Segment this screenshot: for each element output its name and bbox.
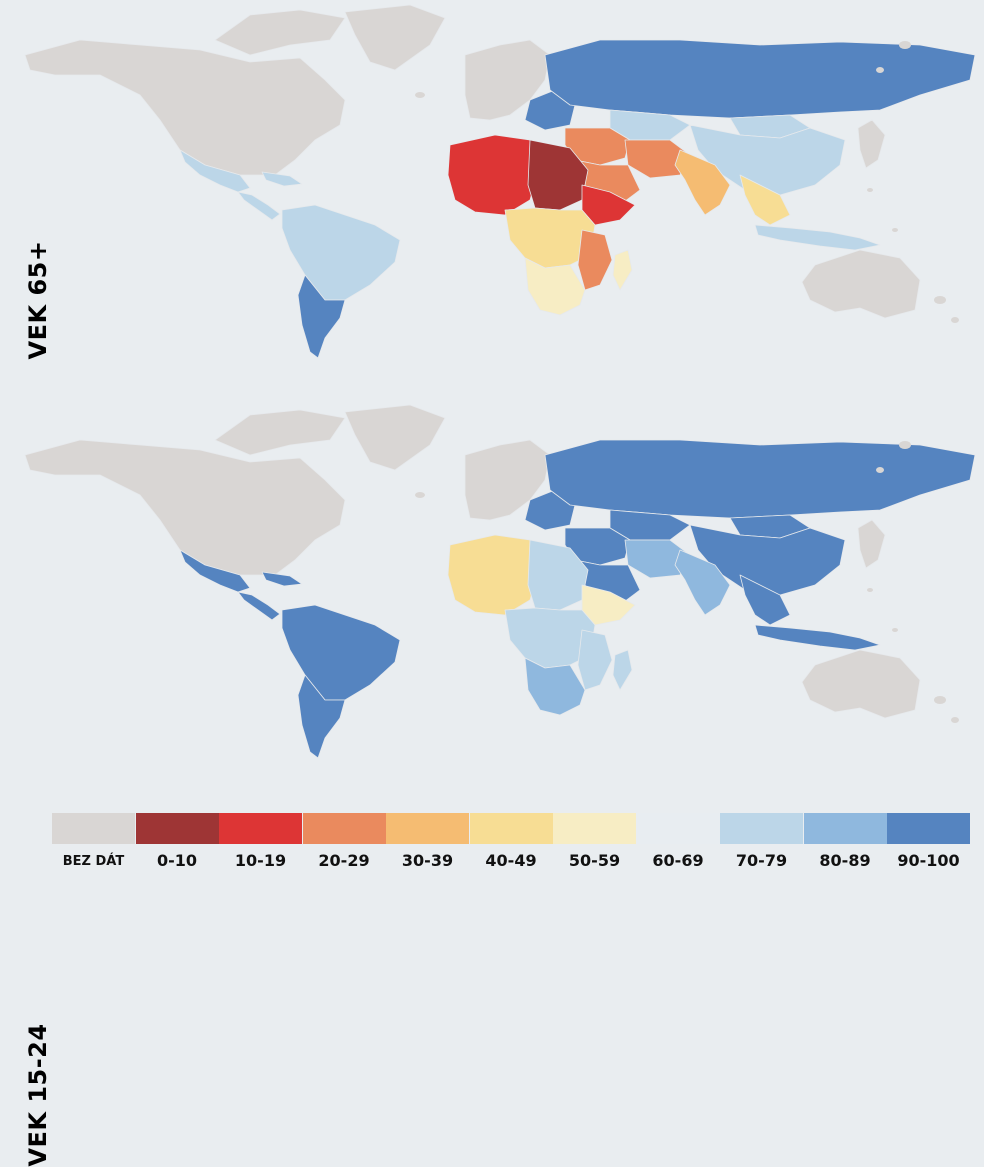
region-indonesia: [754, 624, 881, 651]
legend-item-8: 70-79: [720, 813, 803, 870]
region-sahara-east: [527, 139, 589, 211]
legend-item-2: 10-19: [219, 813, 302, 870]
region-greenland: [344, 404, 446, 471]
region-greenland: [344, 4, 446, 71]
legend-swatch-9: [803, 813, 887, 844]
island-6: [934, 296, 946, 304]
island-0: [899, 41, 911, 49]
region-russia: [544, 439, 976, 519]
region-caribbean: [261, 171, 303, 187]
island-5: [892, 628, 898, 632]
island-3: [474, 55, 482, 61]
legend-swatch-5: [469, 813, 553, 844]
color-legend: BEZ DÁT 0-10 10-19 20-29 30-39 40-49 50-59 60-6…: [52, 813, 970, 873]
legend-label-3: 20-29: [318, 851, 370, 870]
legend-label-9: 80-89: [819, 851, 871, 870]
panel-label-age-15-24: VEK 15-24: [24, 1023, 52, 1167]
island-3: [474, 455, 482, 461]
region-japan: [857, 519, 886, 569]
island-5: [892, 228, 898, 232]
region-japan: [857, 119, 886, 169]
legend-label-1: 0-10: [156, 851, 198, 870]
legend-label-8: 70-79: [735, 851, 788, 870]
panel-label-age-65-plus: VEK 65+: [24, 240, 52, 360]
island-2: [415, 92, 425, 98]
legend-swatch-6: [553, 813, 636, 844]
region-south-america-south: [297, 274, 346, 359]
world-map-age-15-24: [24, 404, 976, 759]
island-1: [876, 467, 884, 473]
region-central-america: [237, 591, 281, 621]
legend-label-2: 10-19: [234, 851, 287, 870]
legend-swatch-1: [135, 813, 219, 844]
island-4: [867, 588, 873, 592]
region-madagascar: [612, 249, 633, 291]
region-sahara-west: [447, 134, 541, 216]
region-india: [674, 149, 731, 216]
region-canada-arctic: [214, 9, 346, 56]
region-australia: [801, 249, 921, 319]
island-0: [899, 441, 911, 449]
region-africa-east: [577, 629, 613, 691]
region-southeast-asia: [739, 574, 791, 626]
legend-swatch-0: [52, 813, 135, 844]
region-south-america-south: [297, 674, 346, 759]
island-7: [951, 717, 959, 723]
island-7: [951, 317, 959, 323]
region-north-america: [24, 39, 346, 176]
region-russia: [544, 39, 976, 119]
legend-label-5: 40-49: [485, 851, 537, 870]
region-central-america: [237, 191, 281, 221]
region-africa-south: [524, 257, 586, 316]
region-south-america-north: [281, 604, 401, 701]
region-caribbean: [261, 571, 303, 587]
map-panel-age-65-plus: VEK 65+: [0, 0, 984, 400]
region-south-america-north: [281, 204, 401, 301]
region-north-america: [24, 439, 346, 576]
region-indonesia: [754, 224, 881, 251]
legend-swatch-7: [636, 813, 720, 844]
legend-label-6: 50-59: [568, 851, 621, 870]
legend-label-10: 90-100: [897, 851, 960, 870]
legend-swatch-2: [219, 813, 302, 844]
region-africa-south: [524, 657, 586, 716]
legend-item-9: 80-89: [803, 813, 887, 870]
legend-swatch-4: [386, 813, 469, 844]
region-africa-east: [577, 229, 613, 291]
legend-swatch-3: [302, 813, 386, 844]
legend-label-0: BEZ DÁT: [62, 854, 125, 869]
region-sahara-west: [447, 534, 541, 616]
legend-item-0: BEZ DÁT: [52, 813, 135, 869]
world-map-age-65-plus: [24, 4, 976, 359]
map-panel-age-15-24: VEK 15-24: [0, 400, 984, 1167]
legend-item-5: 40-49: [469, 813, 553, 870]
region-sahara-east: [527, 539, 589, 611]
region-madagascar: [612, 649, 633, 691]
region-southeast-asia: [739, 174, 791, 226]
region-india: [674, 549, 731, 616]
island-1: [876, 67, 884, 73]
legend-swatch-10: [887, 813, 970, 844]
legend-item-10: 90-100: [887, 813, 970, 870]
legend-item-3: 20-29: [302, 813, 386, 870]
legend-swatch-8: [720, 813, 803, 844]
island-2: [415, 492, 425, 498]
legend-label-7: 60-69: [652, 851, 704, 870]
legend-item-7: 60-69: [636, 813, 720, 870]
region-canada-arctic: [214, 409, 346, 456]
island-4: [867, 188, 873, 192]
legend-label-4: 30-39: [401, 851, 454, 870]
island-6: [934, 696, 946, 704]
region-australia: [801, 649, 921, 719]
legend-item-6: 50-59: [553, 813, 636, 870]
legend-item-4: 30-39: [386, 813, 469, 870]
legend-item-1: 0-10: [135, 813, 219, 870]
